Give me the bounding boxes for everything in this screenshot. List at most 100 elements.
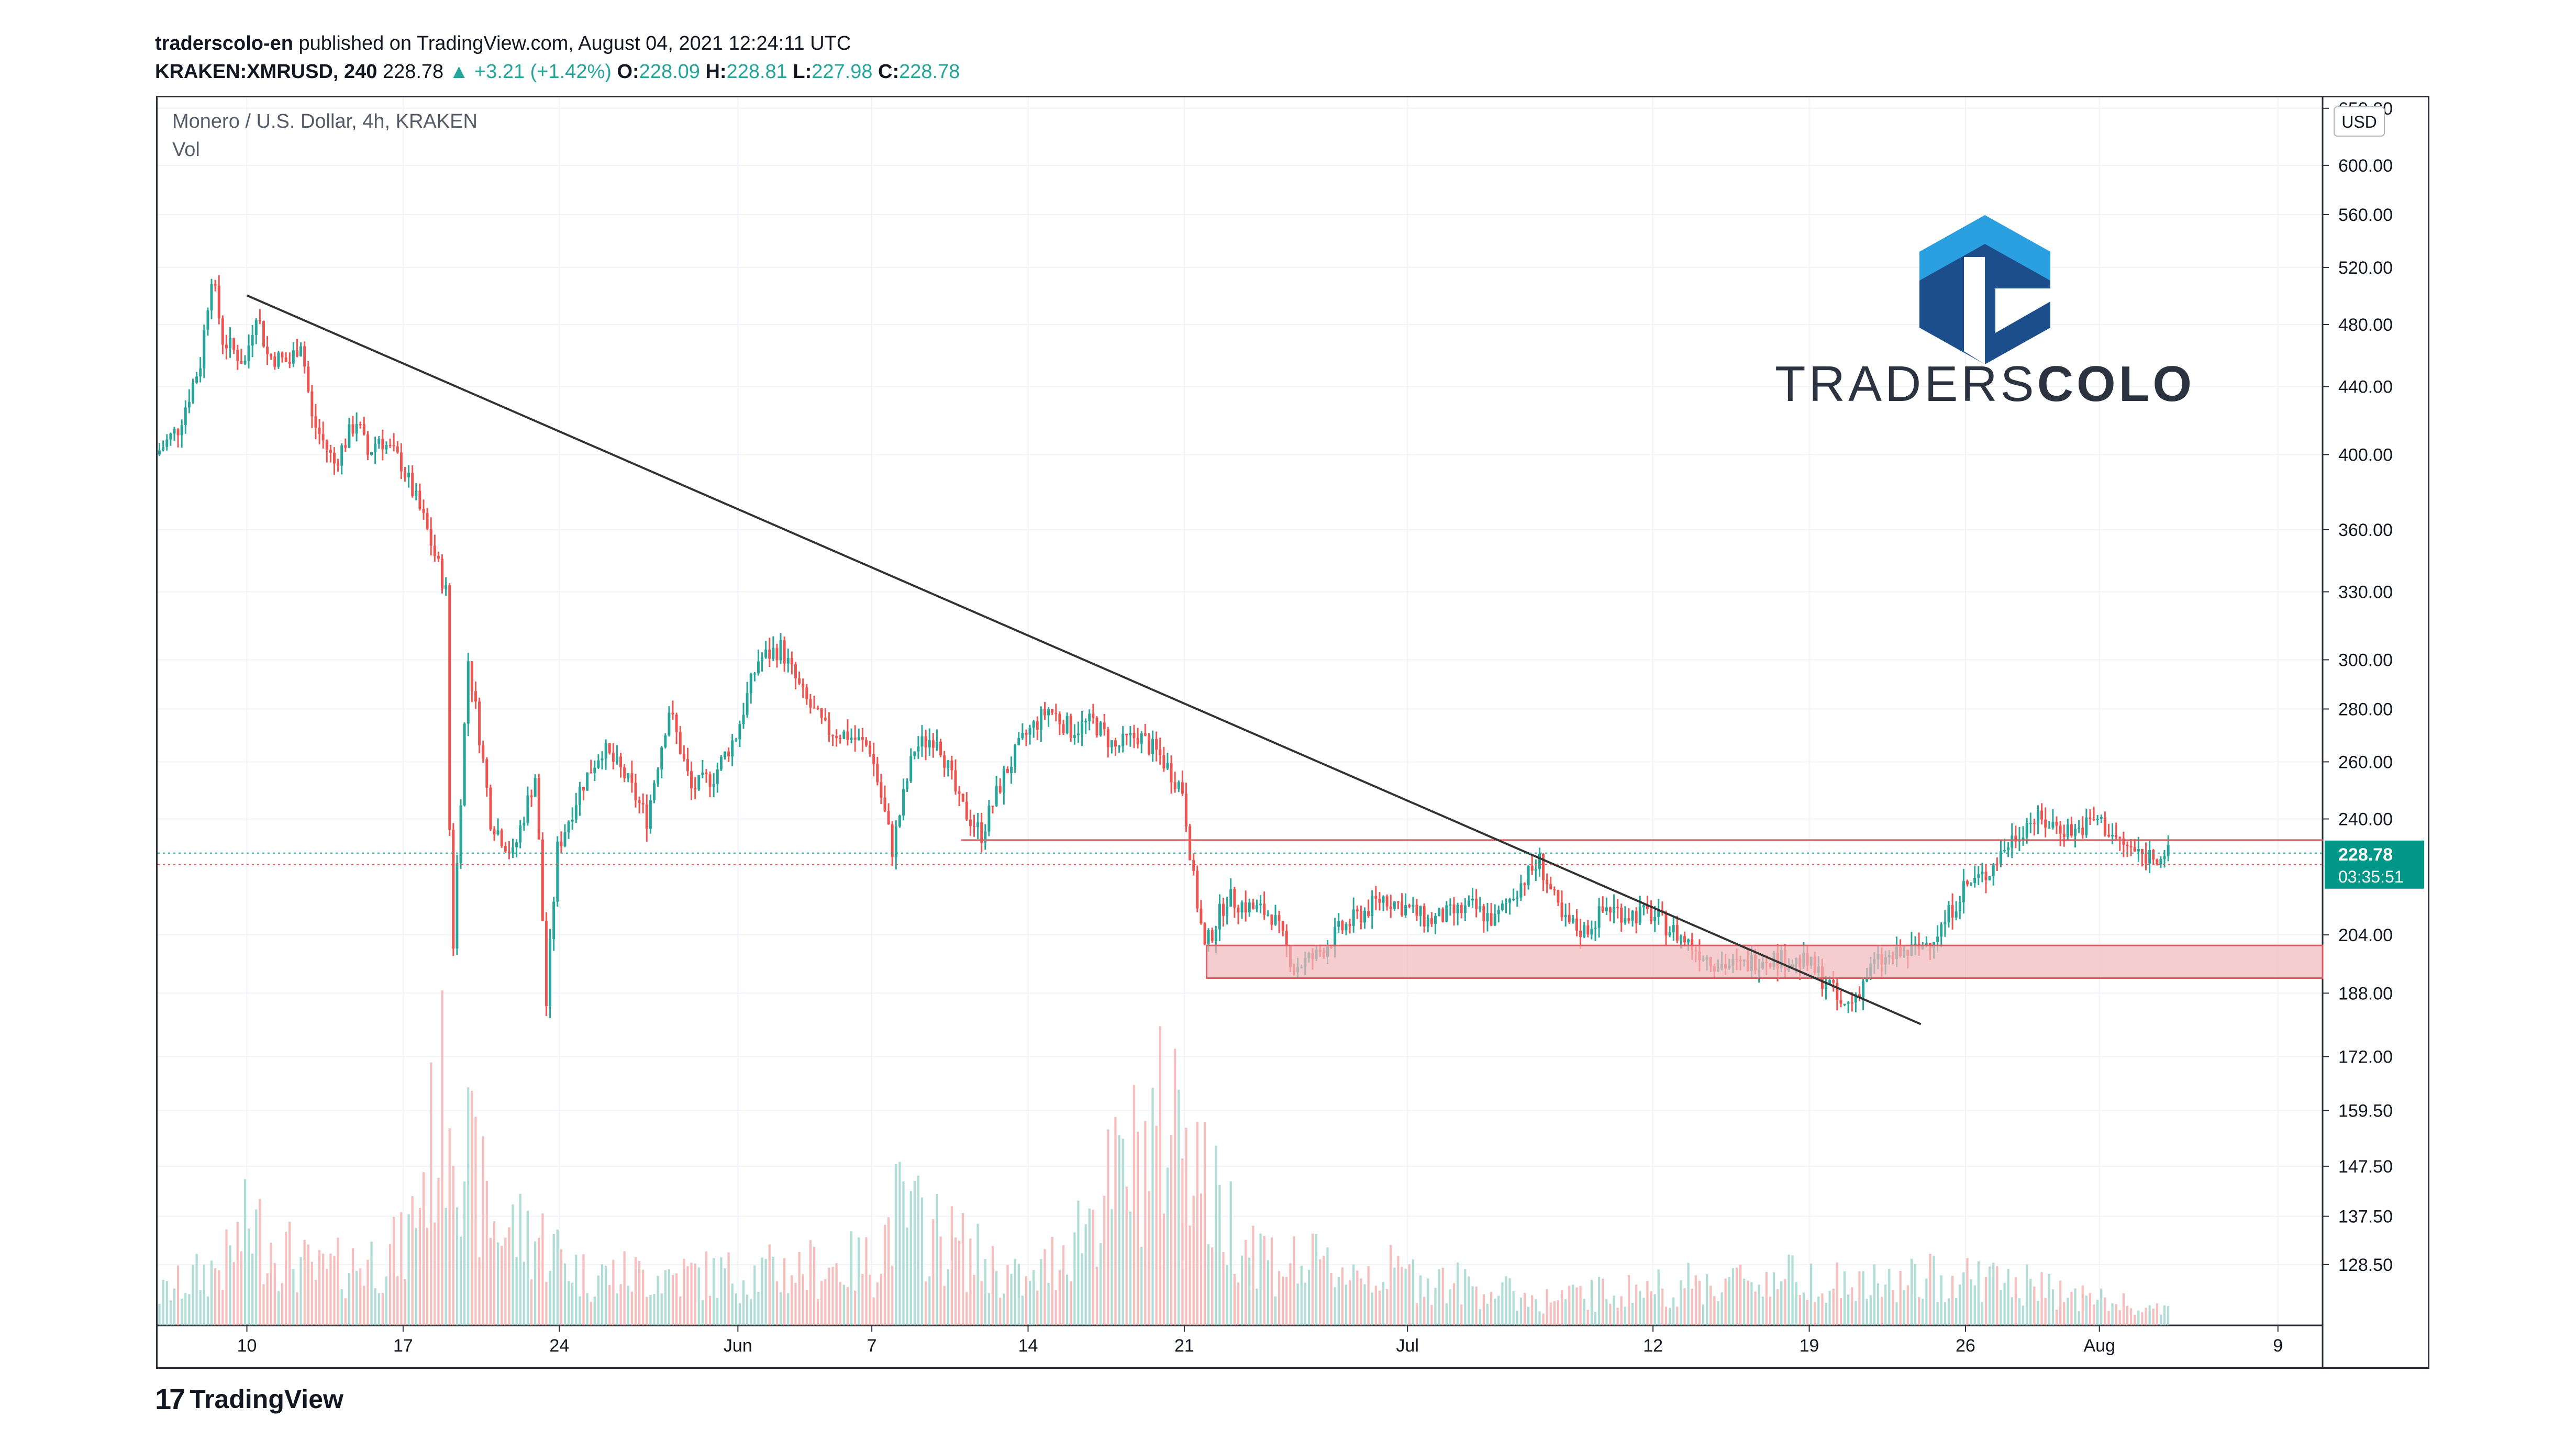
candle-body [2081,828,2084,835]
candle-body [1184,794,1187,827]
chart-frame[interactable]: 128.50 137.50 147.50 159.50 172.00 188.00 204.… [156,96,2429,1369]
candle-body [1839,1000,1842,1004]
volume-bar [2037,1301,2039,1325]
volume-bar [2000,1289,2002,1325]
candle-body [445,585,448,589]
candle-body [1534,869,1537,871]
candle-body [1992,864,1995,876]
candle-body [1456,905,1459,913]
candle-body [1159,749,1162,755]
candle-body [705,772,708,775]
candle-body [2159,859,2162,865]
volume-bar [612,1259,615,1325]
volume-bar [262,1284,265,1325]
candle-body [1214,929,1217,941]
volume-bar [1758,1285,1760,1325]
candle-body [523,823,526,825]
volume-bar [2148,1305,2151,1325]
volume-bar [523,1262,525,1325]
candle-series [158,275,2170,1019]
volume-bar [1337,1277,1340,1325]
volume-bar [1088,1208,1091,1325]
volume-bar [169,1300,172,1325]
x-tick-label: 17 [393,1336,413,1356]
volume-bar [1062,1245,1065,1325]
volume-bar [731,1283,734,1325]
candle-body [1862,981,1865,998]
candle-body [694,788,697,790]
volume-bar [1508,1278,1511,1325]
y-tick-label: 400.00 [2338,445,2393,465]
volume-bar [221,1289,224,1325]
volume-bar [586,1293,589,1325]
price-chart[interactable]: 128.50 137.50 147.50 159.50 172.00 188.00 204.… [158,97,2428,1367]
candle-body [362,424,365,434]
volume-bar [1936,1302,1939,1325]
candle-body [281,352,284,358]
volume-bar [1256,1288,1258,1325]
volume-bar [1371,1292,1373,1325]
x-tick-label: 7 [867,1336,877,1356]
volume-bar [2007,1268,2009,1325]
volume-bar [1304,1282,1306,1325]
candle-body [2025,823,2028,838]
volume-bar [999,1298,1002,1325]
volume-bar [407,1214,410,1325]
candle-body [1255,905,1258,909]
volume-bar [619,1284,622,1325]
candle-body [496,830,499,835]
volume-bar [1218,1185,1221,1325]
volume-bar [2048,1274,2050,1325]
candle-body [340,445,343,466]
volume-bar [876,1282,879,1325]
candle-body [1110,740,1113,747]
support-zone [1206,944,2324,979]
candle-body [1668,932,1671,936]
candle-body [1348,924,1351,927]
candle-body [857,737,860,740]
candle-body [984,831,987,843]
candle-body [537,778,540,840]
volume-bar [314,1280,317,1325]
volume-bar [571,1282,574,1325]
volume-bar [1743,1278,1746,1325]
volume-bar [1832,1288,1835,1325]
volume-bar [809,1240,812,1325]
volume-bar [1691,1288,1693,1325]
candle-body [1393,901,1396,909]
volume-bar [2074,1288,2077,1325]
candle-body [1143,733,1147,736]
candle-body [1650,909,1653,921]
candle-body [1088,713,1091,721]
candle-body [1229,889,1233,907]
volume-bar [519,1193,521,1325]
candle-body [906,781,909,789]
price-badge-countdown: 03:35:51 [2338,867,2404,886]
volume-bar [1613,1295,1615,1325]
x-tick-label: 12 [1643,1336,1663,1356]
candle-body [1955,911,1958,918]
candle-body [295,350,298,356]
volume-bar [1683,1288,1686,1325]
candle-body [794,664,797,679]
candle-body [366,434,369,455]
volume-bar [1073,1232,1076,1325]
volume-bar [642,1269,645,1325]
candle-body [753,673,756,675]
symbol-text: KRAKEN:XMRUSD, 240 [155,61,377,83]
candle-body [1006,768,1009,774]
candle-body [1240,902,1243,913]
candle-body [1065,716,1069,733]
x-tick-label: 24 [549,1336,569,1356]
y-tick-label: 360.00 [2338,520,2393,540]
volume-bar [370,1241,373,1325]
candle-body [1501,903,1504,910]
candle-body [2029,822,2032,824]
candle-body [1981,872,1984,875]
volume-bar [816,1299,819,1325]
candle-body [805,687,808,699]
candle-body [459,805,462,863]
volume-bar [303,1240,306,1325]
volume-bar [2126,1305,2129,1325]
candle-body [846,731,849,740]
